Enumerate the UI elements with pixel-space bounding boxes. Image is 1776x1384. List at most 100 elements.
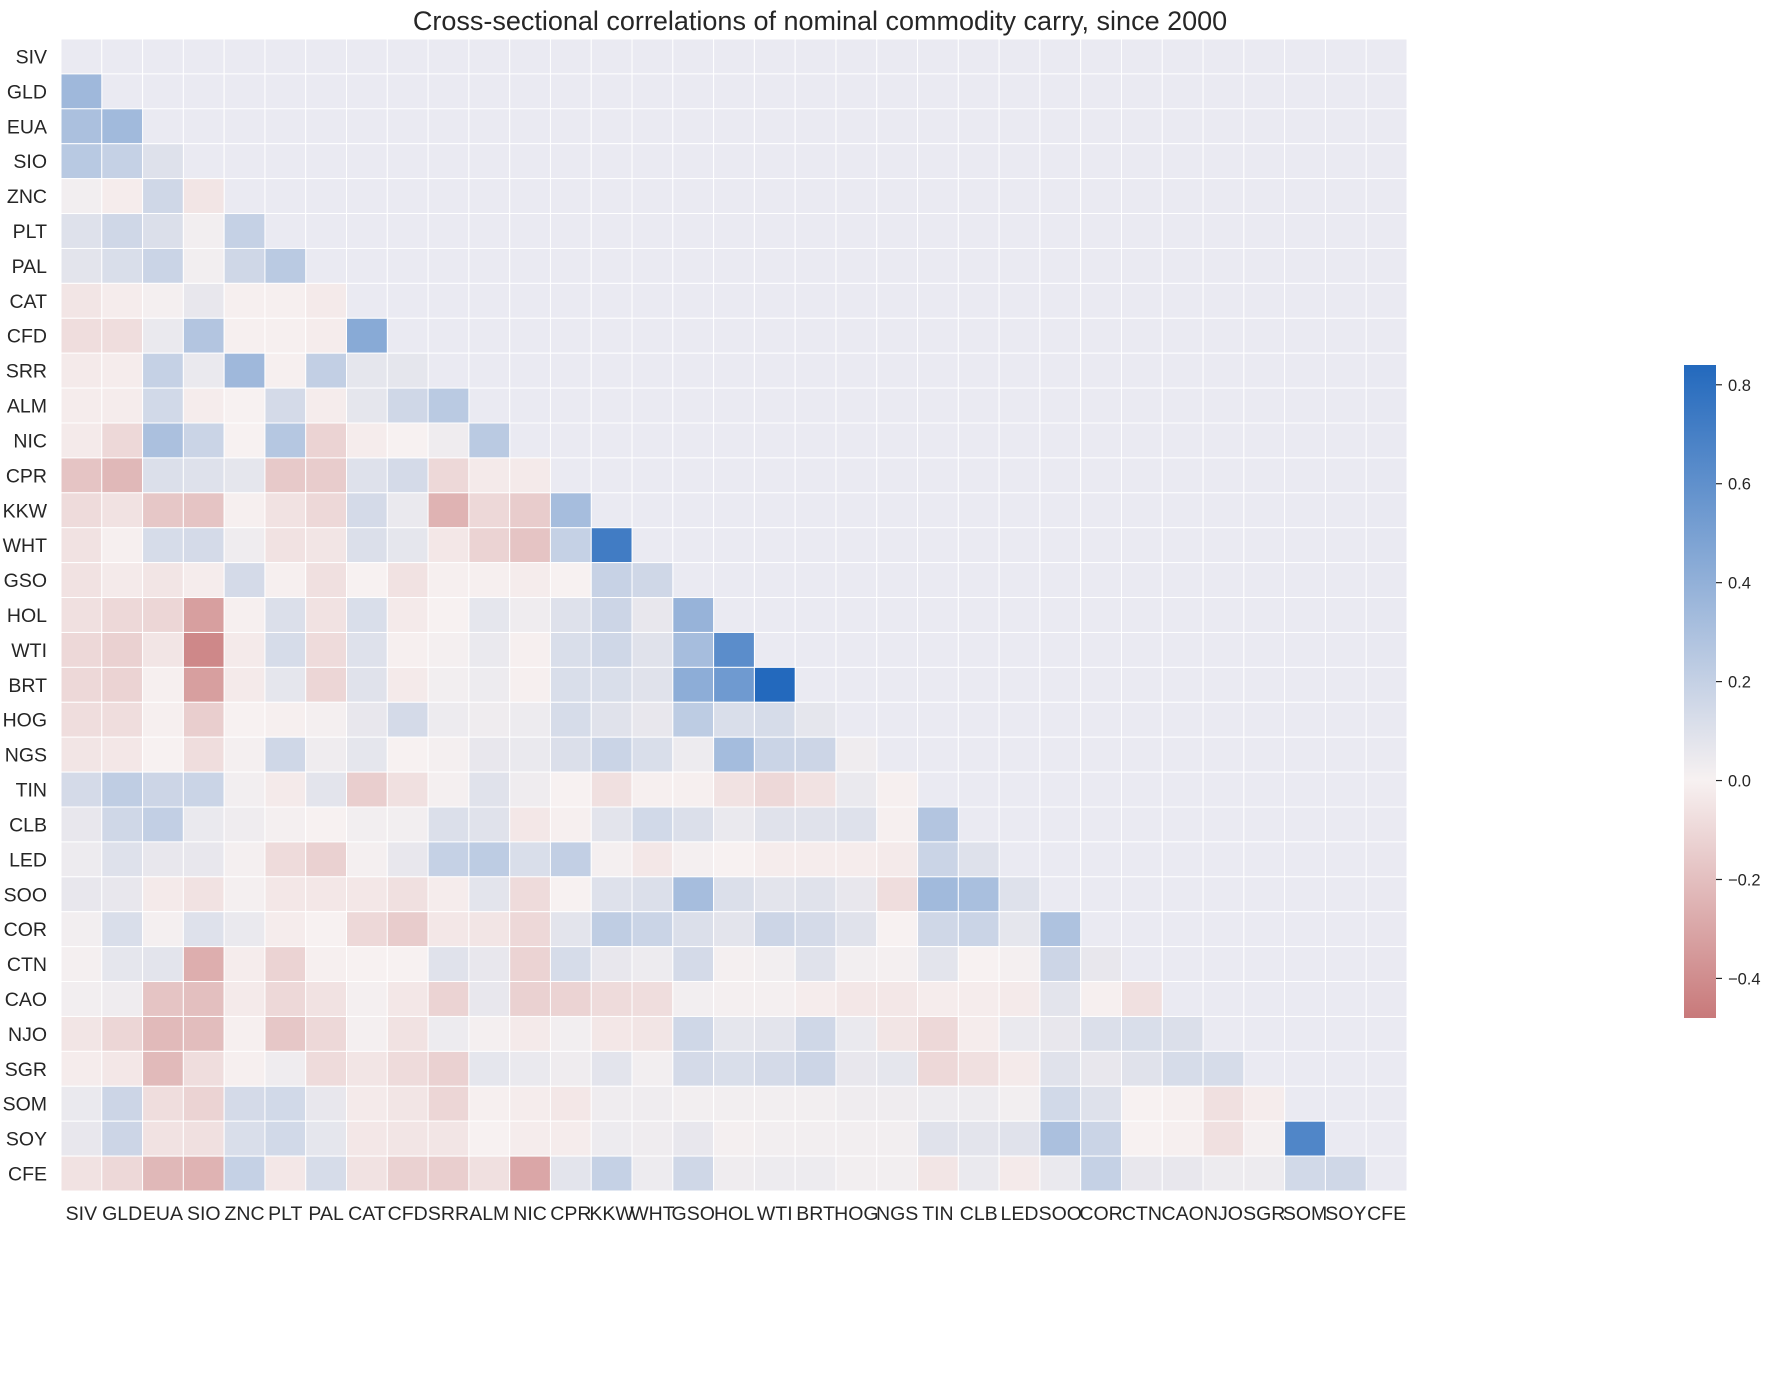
cell-soo-plt — [264, 876, 307, 913]
masked-cell — [713, 38, 755, 75]
masked-cell — [1202, 946, 1245, 983]
masked-cell — [835, 143, 878, 180]
cell-sgr-njo — [1202, 1050, 1245, 1087]
masked-cell — [713, 492, 755, 529]
masked-cell — [590, 387, 633, 424]
x-label-ctn: CTN — [1122, 1203, 1162, 1225]
cell-cao-cfd — [386, 981, 429, 1017]
cell-soy-pal — [305, 1120, 348, 1157]
cell-ctn-znc — [223, 946, 266, 983]
masked-cell — [182, 38, 225, 75]
masked-cell — [264, 178, 307, 215]
masked-cell — [631, 317, 674, 354]
cell-njo-ctn — [1120, 1015, 1163, 1052]
masked-cell — [1161, 387, 1204, 424]
cell-gso-kkw — [590, 562, 633, 599]
masked-cell — [794, 282, 837, 319]
cell-soo-tin — [917, 876, 959, 913]
cell-wht-srr — [427, 527, 470, 564]
cell-ngs-cpr — [549, 736, 592, 773]
cell-clb-ngs — [876, 806, 919, 843]
cell-som-siv — [60, 1085, 103, 1122]
cell-cor-sio — [182, 911, 225, 948]
masked-cell — [1243, 457, 1286, 494]
cell-wht-eua — [142, 527, 184, 564]
cell-ngs-kkw — [590, 736, 633, 773]
x-label-cor: COR — [1079, 1203, 1122, 1225]
cell-som-gso — [672, 1085, 715, 1122]
cell-som-pal — [305, 1085, 348, 1122]
masked-cell — [794, 352, 837, 389]
masked-cell — [753, 352, 796, 389]
cell-ctn-cfd — [386, 946, 429, 983]
cell-gso-wht — [631, 562, 674, 599]
cell-cor-znc — [223, 911, 266, 948]
masked-cell — [1080, 527, 1122, 564]
masked-cell — [672, 73, 715, 110]
cell-som-brt — [794, 1085, 837, 1122]
cell-cor-srr — [427, 911, 470, 948]
cell-som-cpr — [549, 1085, 592, 1122]
cell-cpr-cat — [346, 457, 388, 494]
cell-cfe-nic — [509, 1155, 551, 1192]
masked-cell — [549, 387, 592, 424]
cell-clb-alm — [468, 806, 511, 843]
masked-cell — [427, 73, 470, 110]
masked-cell — [1324, 631, 1367, 668]
masked-cell — [1039, 631, 1082, 668]
masked-cell — [1120, 631, 1163, 668]
cell-som-hog — [835, 1085, 878, 1122]
y-label-led: LED — [9, 849, 47, 871]
colorbar-tick-label: 0.0 — [1728, 773, 1751, 791]
masked-cell — [1284, 1085, 1326, 1122]
cell-srr-cat — [346, 352, 388, 389]
cell-hog-sio — [182, 701, 225, 738]
cell-tin-ngs — [876, 771, 919, 808]
cell-tin-nic — [509, 771, 551, 808]
x-label-njo: NJO — [1204, 1203, 1243, 1225]
cell-cpr-gld — [101, 457, 144, 494]
cell-brt-gld — [101, 666, 144, 703]
cell-soo-cfd — [386, 876, 429, 913]
cell-ctn-clb — [957, 946, 1000, 983]
cell-nic-gld — [101, 422, 144, 459]
masked-cell — [794, 178, 837, 215]
masked-cell — [142, 108, 184, 145]
masked-cell — [1284, 946, 1326, 983]
masked-cell — [794, 422, 837, 459]
cell-som-cor — [1080, 1085, 1122, 1122]
masked-cell — [1080, 387, 1122, 424]
masked-cell — [1080, 876, 1122, 913]
cell-hog-cat — [346, 701, 388, 738]
masked-cell — [957, 282, 1000, 319]
masked-cell — [1202, 631, 1245, 668]
colorbar-tick-label: −0.2 — [1728, 871, 1761, 889]
masked-cell — [876, 736, 919, 773]
masked-cell — [631, 457, 674, 494]
cell-som-cat — [346, 1085, 388, 1122]
masked-cell — [713, 317, 755, 354]
masked-cell — [713, 108, 755, 145]
cell-sgr-cao — [1161, 1050, 1204, 1087]
masked-cell — [753, 108, 796, 145]
masked-cell — [509, 38, 551, 75]
cell-som-plt — [264, 1085, 307, 1122]
cell-cao-eua — [142, 981, 184, 1017]
masked-cell — [917, 143, 959, 180]
masked-cell — [917, 527, 959, 564]
heatmap-cells — [60, 73, 1367, 1192]
cell-sgr-cat — [346, 1050, 388, 1087]
masked-cell — [835, 247, 878, 284]
cell-ngs-wht — [631, 736, 674, 773]
masked-cell — [1080, 178, 1122, 215]
cell-cao-clb — [957, 981, 1000, 1017]
cell-hog-alm — [468, 701, 511, 738]
masked-cell — [1284, 1015, 1326, 1052]
masked-cell — [427, 317, 470, 354]
cell-tin-brt — [794, 771, 837, 808]
cell-wht-cpr — [549, 527, 592, 564]
masked-cell — [386, 38, 429, 75]
cell-sgr-tin — [917, 1050, 959, 1087]
masked-cell — [182, 143, 225, 180]
masked-cell — [1202, 387, 1245, 424]
